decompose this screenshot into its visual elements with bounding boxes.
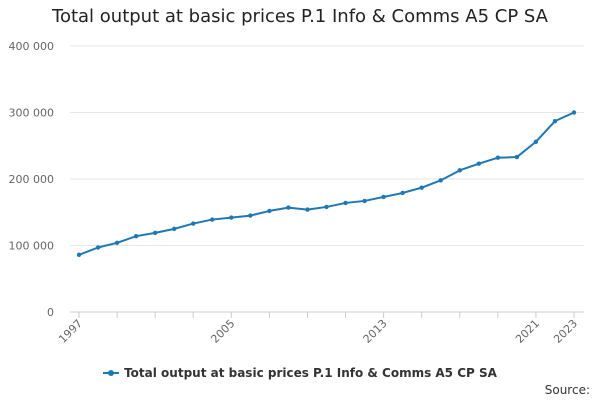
data-point[interactable]	[343, 200, 348, 206]
x-tick-label: 2013	[361, 317, 390, 346]
data-point[interactable]	[210, 217, 215, 222]
data-point[interactable]	[362, 198, 367, 204]
legend-swatch	[103, 370, 120, 376]
data-point[interactable]	[305, 207, 310, 212]
y-tick-label: 300 000	[9, 107, 55, 120]
data-point[interactable]	[171, 226, 177, 232]
data-point[interactable]	[400, 190, 405, 196]
legend[interactable]: Total output at basic prices P.1 Info & …	[0, 366, 600, 380]
source-label: Source:	[544, 383, 590, 397]
data-point[interactable]	[419, 185, 424, 190]
y-tick-label: 200 000	[9, 173, 55, 186]
data-point[interactable]	[533, 139, 539, 144]
data-point[interactable]	[229, 215, 234, 220]
data-point[interactable]	[286, 205, 291, 210]
legend-label: Total output at basic prices P.1 Info & …	[124, 366, 497, 380]
x-tick-label: 2023	[551, 317, 580, 346]
x-tick-label: 2005	[208, 317, 237, 346]
data-point[interactable]	[152, 230, 158, 236]
x-axis	[70, 311, 584, 318]
y-axis-tick-labels: 0 100 000 200 000 300 000 400 000	[9, 40, 55, 319]
data-point[interactable]	[133, 233, 139, 239]
data-point[interactable]	[457, 168, 462, 173]
data-point[interactable]	[248, 213, 253, 218]
data-point[interactable]	[324, 204, 329, 210]
gridlines	[70, 45, 584, 246]
data-point[interactable]	[571, 110, 577, 115]
y-tick-label: 400 000	[9, 40, 55, 53]
data-point[interactable]	[191, 221, 196, 226]
y-tick-label: 100 000	[9, 240, 55, 253]
data-point[interactable]	[514, 154, 520, 160]
y-tick-label: 0	[47, 306, 54, 319]
data-point[interactable]	[95, 245, 101, 250]
data-point[interactable]	[381, 194, 386, 200]
series-layer	[76, 110, 577, 258]
x-tick-label: 1997	[56, 317, 85, 346]
x-tick-label: 2021	[513, 317, 542, 346]
data-point[interactable]	[114, 240, 120, 246]
data-point[interactable]	[495, 155, 501, 160]
data-point[interactable]	[267, 208, 272, 214]
chart-title: Total output at basic prices P.1 Info & …	[52, 6, 548, 27]
data-point[interactable]	[552, 118, 558, 124]
data-point[interactable]	[76, 252, 82, 258]
x-axis-tick-labels: 1997 2005 2013 2021 2023	[56, 317, 580, 346]
data-point[interactable]	[438, 178, 443, 183]
data-point[interactable]	[476, 161, 482, 166]
